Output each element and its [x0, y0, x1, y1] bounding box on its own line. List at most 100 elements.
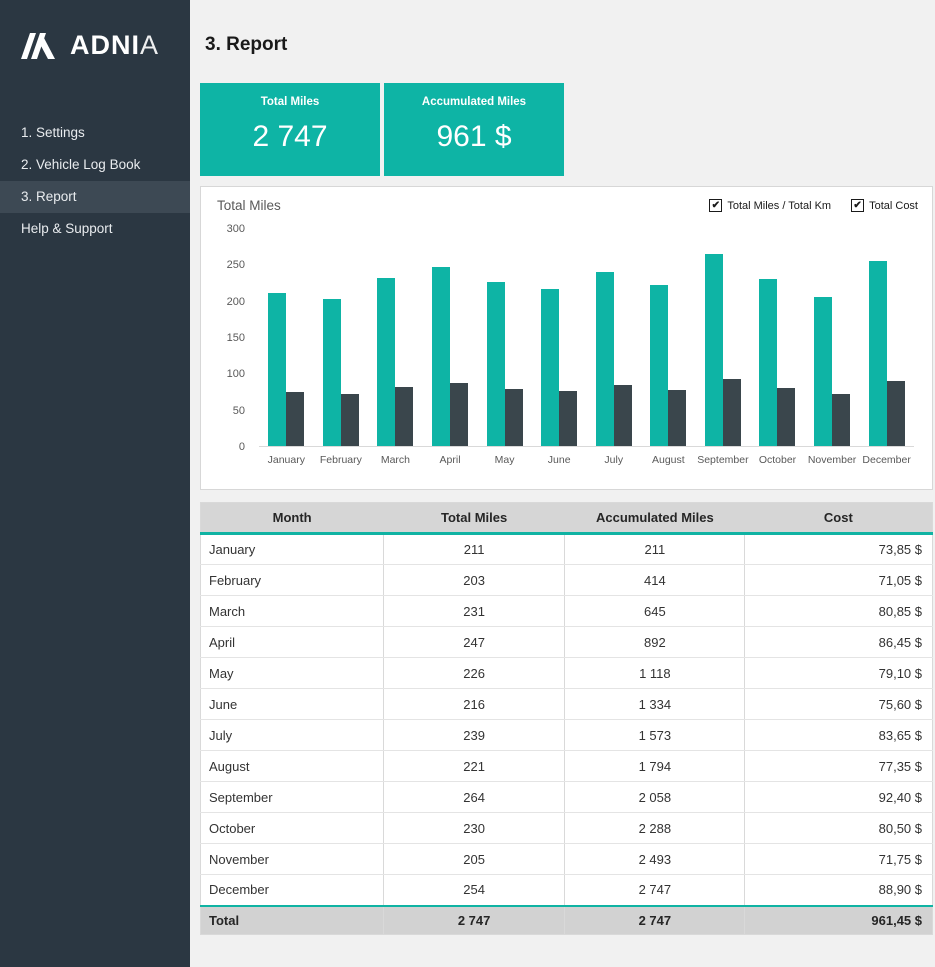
table-cell: January — [201, 534, 384, 565]
page-title: 3. Report — [205, 0, 935, 56]
table-cell: 230 — [383, 813, 565, 844]
x-axis-label: April — [423, 447, 478, 466]
table-row: January21121173,85 $ — [201, 534, 933, 565]
y-axis-tick: 0 — [217, 441, 245, 453]
table-column-header: Cost — [745, 503, 933, 534]
bar-group — [423, 267, 478, 446]
bar-group — [532, 289, 587, 446]
table-cell: 80,50 $ — [745, 813, 933, 844]
bar-total-cost — [614, 385, 632, 446]
total-miles-card: Total Miles 2 747 — [200, 83, 380, 176]
bar-group — [696, 254, 751, 446]
table-cell: 645 — [565, 596, 745, 627]
table-cell: February — [201, 565, 384, 596]
bar-total-miles-total-km — [869, 261, 887, 446]
accumulated-miles-card: Accumulated Miles 961 $ — [384, 83, 564, 176]
bar-group — [259, 293, 314, 446]
x-axis-label: June — [532, 447, 587, 466]
bar-total-miles-total-km — [705, 254, 723, 446]
table-cell: 92,40 $ — [745, 782, 933, 813]
table-row: May2261 11879,10 $ — [201, 658, 933, 689]
bar-total-miles-total-km — [541, 289, 559, 446]
table-cell: 2 747 — [565, 875, 745, 906]
sidebar-item-settings[interactable]: 1. Settings — [0, 117, 190, 149]
table-row: December2542 74788,90 $ — [201, 875, 933, 906]
sidebar-item-report[interactable]: 3. Report — [0, 181, 190, 213]
bar-total-miles-total-km — [650, 285, 668, 446]
table-cell: 2 747 — [383, 906, 565, 935]
table-cell: November — [201, 844, 384, 875]
table-cell: 71,05 $ — [745, 565, 933, 596]
sidebar-item-vehicle-log-book[interactable]: 2. Vehicle Log Book — [0, 149, 190, 181]
x-axis-label: November — [805, 447, 860, 466]
table-cell: April — [201, 627, 384, 658]
table-cell: 247 — [383, 627, 565, 658]
table-row: September2642 05892,40 $ — [201, 782, 933, 813]
report-table-head: MonthTotal MilesAccumulated MilesCost — [201, 503, 933, 534]
bar-total-cost — [341, 394, 359, 446]
bar-total-miles-total-km — [759, 279, 777, 446]
chart-panel: Total Miles ✔ Total Miles / Total Km ✔ T… — [200, 186, 933, 490]
table-cell: September — [201, 782, 384, 813]
table-cell: 205 — [383, 844, 565, 875]
bar-group — [314, 299, 369, 447]
bar-total-miles-total-km — [323, 299, 341, 447]
table-column-header: Accumulated Miles — [565, 503, 745, 534]
table-cell: 1 118 — [565, 658, 745, 689]
table-cell: 88,90 $ — [745, 875, 933, 906]
table-cell: 1 573 — [565, 720, 745, 751]
table-cell: 264 — [383, 782, 565, 813]
table-cell: 2 288 — [565, 813, 745, 844]
table-cell: 414 — [565, 565, 745, 596]
sidebar-menu: 1. Settings 2. Vehicle Log Book 3. Repor… — [0, 117, 190, 245]
bar-group — [750, 279, 805, 446]
checkbox-checked-icon[interactable]: ✔ — [709, 199, 722, 212]
table-row: October2302 28880,50 $ — [201, 813, 933, 844]
y-axis-tick: 50 — [217, 405, 245, 417]
x-axis-label: February — [314, 447, 369, 466]
table-row: February20341471,05 $ — [201, 565, 933, 596]
chart-y-axis: 050100150200250300 — [217, 229, 245, 447]
report-table: MonthTotal MilesAccumulated MilesCost Ja… — [200, 502, 933, 935]
table-row: August2211 79477,35 $ — [201, 751, 933, 782]
table-cell: June — [201, 689, 384, 720]
sidebar-item-help-support[interactable]: Help & Support — [0, 213, 190, 245]
chart-area: 050100150200250300 JanuaryFebruaryMarchA… — [217, 229, 918, 466]
brand-text-bold: ADNI — [70, 30, 140, 60]
table-cell: December — [201, 875, 384, 906]
x-axis-label: October — [750, 447, 805, 466]
table-cell: March — [201, 596, 384, 627]
table-cell: 231 — [383, 596, 565, 627]
table-cell: 80,85 $ — [745, 596, 933, 627]
chart-plot — [259, 229, 914, 447]
bar-group — [477, 282, 532, 446]
table-cell: 239 — [383, 720, 565, 751]
y-axis-tick: 100 — [217, 368, 245, 380]
table-cell: 2 747 — [565, 906, 745, 935]
legend-total-cost-checkbox[interactable]: ✔ Total Cost — [851, 199, 918, 212]
chart-header: Total Miles ✔ Total Miles / Total Km ✔ T… — [201, 187, 932, 213]
table-cell: 221 — [383, 751, 565, 782]
y-axis-tick: 150 — [217, 332, 245, 344]
accumulated-miles-card-value: 961 $ — [384, 120, 564, 154]
checkbox-checked-icon[interactable]: ✔ — [851, 199, 864, 212]
y-axis-tick: 200 — [217, 296, 245, 308]
brand-text-light: A — [140, 30, 159, 60]
bar-total-miles-total-km — [268, 293, 286, 446]
x-axis-label: September — [696, 447, 751, 466]
bar-total-cost — [286, 392, 304, 446]
bar-total-miles-total-km — [814, 297, 832, 446]
table-cell: July — [201, 720, 384, 751]
table-row: March23164580,85 $ — [201, 596, 933, 627]
main-content: 3. Report Total Miles 2 747 Accumulated … — [190, 0, 935, 967]
table-cell: 1 794 — [565, 751, 745, 782]
bar-group — [641, 285, 696, 446]
table-cell: May — [201, 658, 384, 689]
bar-total-cost — [395, 387, 413, 446]
legend-total-miles-checkbox[interactable]: ✔ Total Miles / Total Km — [709, 199, 831, 212]
report-table-body: January21121173,85 $February20341471,05 … — [201, 534, 933, 935]
x-axis-label: July — [586, 447, 641, 466]
bar-group — [586, 272, 641, 446]
x-axis-label: August — [641, 447, 696, 466]
bar-group — [859, 261, 914, 446]
